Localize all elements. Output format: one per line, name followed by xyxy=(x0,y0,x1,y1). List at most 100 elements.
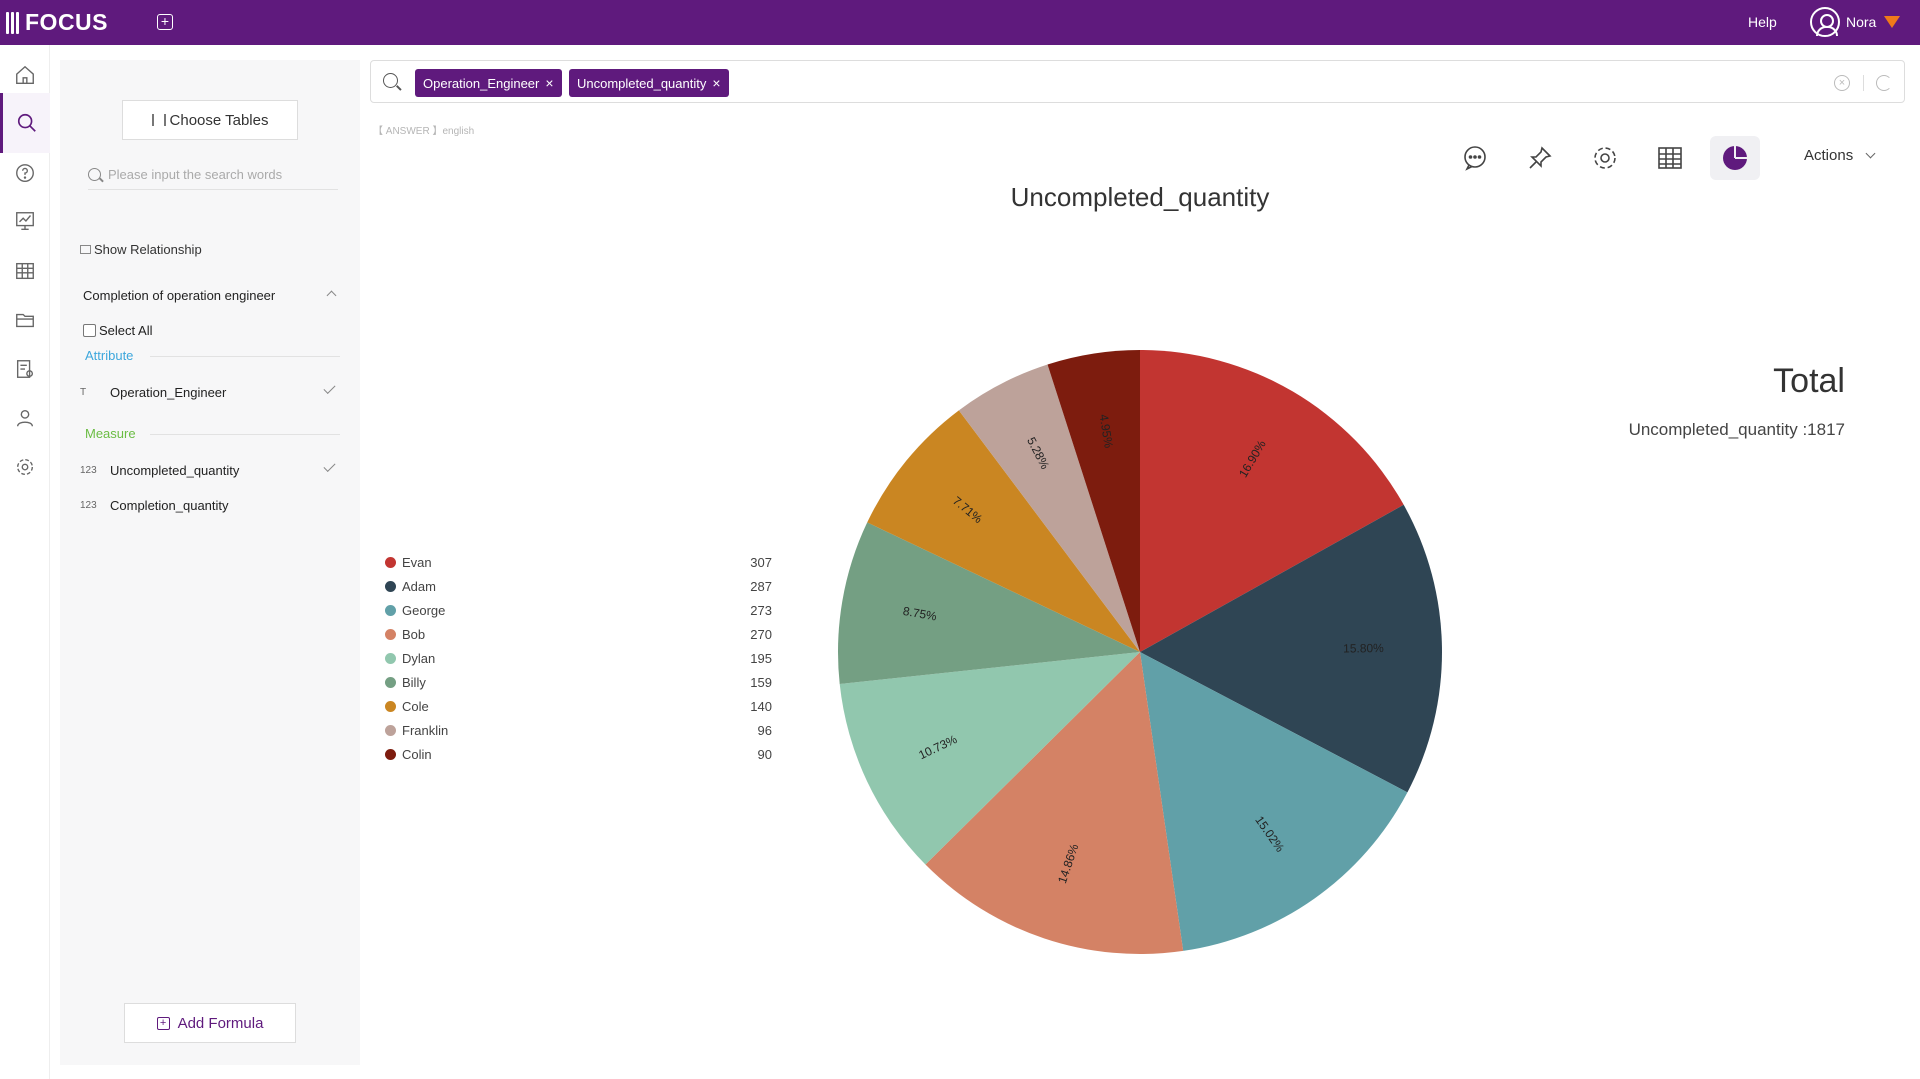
pie-slice-george[interactable] xyxy=(1140,652,1408,951)
top-bar: FOCUS + Help Nora xyxy=(0,0,1920,45)
table-icon[interactable] xyxy=(0,241,50,301)
search-chip-operation-engineer[interactable]: Operation_Engineer × xyxy=(415,69,562,97)
close-icon[interactable]: × xyxy=(545,75,554,91)
choose-tables-label: Choose Tables xyxy=(169,111,269,129)
dashboard-icon[interactable] xyxy=(0,191,50,251)
comment-icon[interactable] xyxy=(1450,136,1500,180)
field-uncompleted-quantity[interactable]: 123 Uncompleted_quantity xyxy=(80,458,345,482)
legend-label: Adam xyxy=(402,578,436,594)
table-name[interactable]: Completion of operation engineer xyxy=(83,288,276,303)
legend-item-george[interactable]: George 273 xyxy=(385,598,775,622)
legend-item-evan[interactable]: Evan 307 xyxy=(385,550,775,574)
new-tab-icon[interactable]: + xyxy=(157,14,173,30)
table-view-icon[interactable] xyxy=(1645,136,1695,180)
attribute-section-label: Attribute xyxy=(85,348,134,363)
folder-icon[interactable] xyxy=(0,290,50,350)
legend-value: 90 xyxy=(757,746,772,762)
text-type-icon: T xyxy=(80,386,87,398)
search-icon xyxy=(88,168,101,181)
pie-slice-billy[interactable] xyxy=(838,522,1140,685)
legend-value: 159 xyxy=(750,674,772,690)
legend-swatch xyxy=(385,556,396,568)
measure-section-label: Measure xyxy=(85,426,136,441)
system-settings-icon[interactable] xyxy=(0,437,50,497)
number-type-icon: 123 xyxy=(80,499,97,511)
relationship-icon xyxy=(80,245,91,254)
field-search-input[interactable]: Please input the search words xyxy=(88,160,338,190)
app-logo[interactable]: FOCUS xyxy=(6,9,108,36)
field-search-placeholder: Please input the search words xyxy=(108,167,283,182)
chevron-down-icon xyxy=(1865,148,1876,159)
legend-item-bob[interactable]: Bob 270 xyxy=(385,622,775,646)
show-relationship-link[interactable]: Show Relationship xyxy=(80,242,202,257)
legend-label: George xyxy=(402,602,446,618)
pie-slice-evan[interactable] xyxy=(1140,350,1404,652)
legend-label: Billy xyxy=(402,674,426,690)
answer-language-tag: 【 ANSWER 】english xyxy=(373,126,475,137)
legend-value: 287 xyxy=(750,578,772,594)
user-name: Nora xyxy=(1846,14,1877,30)
chip-label: Operation_Engineer xyxy=(423,75,540,91)
legend-swatch xyxy=(385,652,396,664)
show-relationship-label: Show Relationship xyxy=(94,242,202,257)
home-icon[interactable] xyxy=(0,45,50,105)
legend-value: 307 xyxy=(750,554,772,570)
search-nav-icon[interactable] xyxy=(0,93,50,153)
question-icon[interactable] xyxy=(0,143,50,203)
legend-value: 270 xyxy=(750,626,772,642)
plus-icon: + xyxy=(156,1016,170,1030)
legend-label: Colin xyxy=(402,746,432,762)
legend-swatch xyxy=(385,580,396,592)
field-label: Operation_Engineer xyxy=(110,384,227,400)
refresh-icon[interactable] xyxy=(1876,75,1892,91)
search-chip-uncompleted-quantity[interactable]: Uncompleted_quantity × xyxy=(569,69,729,97)
legend-label: Cole xyxy=(402,698,429,714)
field-operation-engineer[interactable]: T Operation_Engineer xyxy=(80,380,345,404)
legend-item-adam[interactable]: Adam 287 xyxy=(385,574,775,598)
legend-label: Dylan xyxy=(402,650,436,666)
pie-chart-icon[interactable] xyxy=(1710,136,1760,180)
search-bar[interactable]: Operation_Engineer × Uncompleted_quantity… xyxy=(370,60,1905,103)
pie-slice-colin[interactable] xyxy=(1047,350,1140,652)
legend-swatch xyxy=(385,628,396,640)
legend-item-franklin[interactable]: Franklin 96 xyxy=(385,718,775,742)
field-completion-quantity[interactable]: 123 Completion_quantity xyxy=(80,493,345,517)
pie-slice-franklin[interactable] xyxy=(958,364,1140,652)
user-admin-icon[interactable] xyxy=(0,388,50,448)
data-panel: Choose Tables Please input the search wo… xyxy=(60,60,360,1065)
legend-item-billy[interactable]: Billy 159 xyxy=(385,670,775,694)
tables-icon xyxy=(151,114,166,126)
legend-item-dylan[interactable]: Dylan 195 xyxy=(385,646,775,670)
task-settings-icon[interactable] xyxy=(0,339,50,399)
select-all-checkbox[interactable]: Select All xyxy=(83,323,152,338)
choose-tables-button[interactable]: Choose Tables xyxy=(122,100,298,140)
pie-chart: 16.90%15.80%15.02%14.86%10.73%8.75%7.71%… xyxy=(838,350,1442,955)
check-icon xyxy=(323,459,336,473)
pin-icon[interactable] xyxy=(1515,136,1565,180)
pie-label-colin: 4.95% xyxy=(1097,413,1116,449)
legend-value: 140 xyxy=(750,698,772,714)
settings-icon[interactable] xyxy=(1580,136,1630,180)
legend-label: Bob xyxy=(402,626,426,642)
pie-slice-bob[interactable] xyxy=(925,652,1184,955)
app-name: FOCUS xyxy=(25,9,108,35)
help-link[interactable]: Help xyxy=(1748,14,1777,30)
checkbox-icon xyxy=(83,324,96,337)
collapse-chevron-icon[interactable] xyxy=(326,290,337,301)
user-menu[interactable]: Nora xyxy=(1810,7,1901,37)
pie-slice-adam[interactable] xyxy=(1140,504,1442,793)
actions-dropdown[interactable]: Actions xyxy=(1804,147,1876,164)
pie-label-billy: 8.75% xyxy=(902,604,938,624)
add-formula-button[interactable]: + Add Formula xyxy=(124,1003,296,1043)
search-icon xyxy=(383,73,398,88)
legend-item-colin[interactable]: Colin 90 xyxy=(385,742,775,766)
divider xyxy=(150,356,340,357)
legend-item-cole[interactable]: Cole 140 xyxy=(385,694,775,718)
pie-slice-cole[interactable] xyxy=(867,410,1140,652)
close-icon[interactable]: × xyxy=(712,75,721,91)
select-all-label: Select All xyxy=(99,323,153,338)
nav-rail xyxy=(0,45,50,1079)
pie-slice-dylan[interactable] xyxy=(839,652,1140,865)
clear-icon[interactable]: × xyxy=(1834,75,1850,91)
total-title: Total xyxy=(1773,362,1845,400)
